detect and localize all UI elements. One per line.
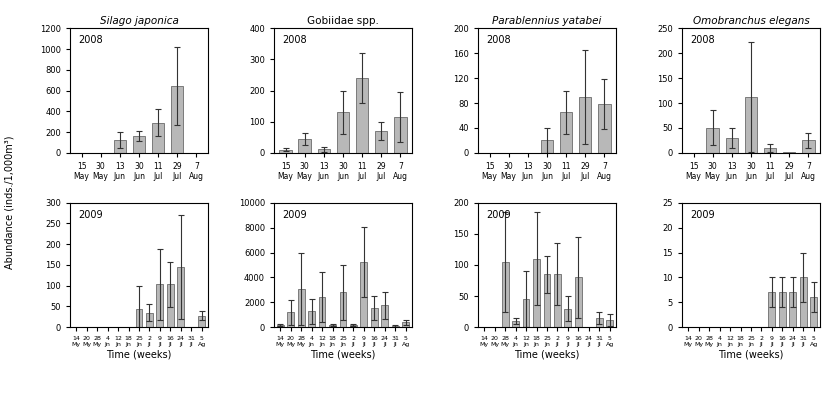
Bar bbox=[596, 318, 602, 327]
Text: 2008: 2008 bbox=[283, 35, 307, 45]
Bar bbox=[329, 325, 336, 327]
Bar bbox=[350, 325, 357, 327]
Bar bbox=[279, 150, 292, 153]
Bar bbox=[769, 292, 775, 327]
Bar bbox=[598, 104, 611, 153]
Text: 2009: 2009 bbox=[78, 210, 103, 220]
Bar bbox=[317, 149, 330, 153]
Bar bbox=[779, 292, 785, 327]
Bar bbox=[298, 139, 311, 153]
Bar bbox=[559, 112, 573, 153]
Bar bbox=[199, 316, 205, 327]
Bar bbox=[171, 86, 184, 153]
Text: 2009: 2009 bbox=[691, 210, 715, 220]
Title: Gobiidae spp.: Gobiidae spp. bbox=[307, 16, 379, 26]
Bar bbox=[339, 292, 346, 327]
Bar bbox=[146, 313, 152, 327]
Title: Omobranchus elegans: Omobranchus elegans bbox=[693, 16, 809, 26]
Bar bbox=[277, 325, 283, 327]
Text: 2008: 2008 bbox=[691, 35, 715, 45]
Bar bbox=[513, 321, 519, 327]
X-axis label: Time (weeks): Time (weeks) bbox=[514, 350, 579, 360]
Bar bbox=[522, 299, 530, 327]
Text: 2008: 2008 bbox=[486, 35, 511, 45]
Bar bbox=[337, 112, 349, 153]
Bar bbox=[564, 309, 571, 327]
Bar bbox=[800, 278, 807, 327]
Title: Silago japonica: Silago japonica bbox=[100, 16, 179, 26]
Bar bbox=[803, 140, 815, 153]
Bar bbox=[136, 309, 143, 327]
Bar bbox=[541, 140, 553, 153]
Bar bbox=[375, 131, 387, 153]
Bar bbox=[533, 259, 540, 327]
X-axis label: Time (weeks): Time (weeks) bbox=[311, 350, 376, 360]
Bar bbox=[706, 128, 719, 153]
Bar bbox=[789, 292, 796, 327]
Bar bbox=[544, 274, 550, 327]
Bar bbox=[177, 267, 184, 327]
Bar bbox=[371, 308, 377, 327]
Bar bbox=[114, 140, 126, 153]
Text: 2009: 2009 bbox=[283, 210, 307, 220]
Bar bbox=[575, 278, 582, 327]
Bar bbox=[502, 262, 508, 327]
Bar bbox=[308, 311, 315, 327]
Bar bbox=[356, 78, 368, 153]
Bar bbox=[554, 274, 561, 327]
Bar bbox=[745, 97, 757, 153]
Bar bbox=[167, 284, 174, 327]
Bar bbox=[157, 284, 163, 327]
Text: Abundance (inds./1,000m³): Abundance (inds./1,000m³) bbox=[5, 135, 15, 269]
Title: Parablennius yatabei: Parablennius yatabei bbox=[492, 16, 602, 26]
Bar bbox=[360, 262, 368, 327]
Bar bbox=[133, 136, 145, 153]
Bar bbox=[297, 289, 305, 327]
Bar bbox=[391, 326, 399, 327]
X-axis label: Time (weeks): Time (weeks) bbox=[106, 350, 171, 360]
Bar bbox=[606, 320, 613, 327]
Bar bbox=[783, 152, 795, 153]
Bar bbox=[402, 322, 409, 327]
Bar bbox=[764, 148, 776, 153]
X-axis label: Time (weeks): Time (weeks) bbox=[719, 350, 784, 360]
Bar bbox=[394, 117, 406, 153]
Bar bbox=[726, 138, 738, 153]
Text: 2008: 2008 bbox=[78, 35, 103, 45]
Bar bbox=[810, 297, 817, 327]
Bar bbox=[382, 305, 388, 327]
Bar bbox=[319, 297, 325, 327]
Bar bbox=[288, 312, 294, 327]
Bar bbox=[579, 97, 592, 153]
Text: 2009: 2009 bbox=[486, 210, 511, 220]
Bar bbox=[152, 123, 164, 153]
